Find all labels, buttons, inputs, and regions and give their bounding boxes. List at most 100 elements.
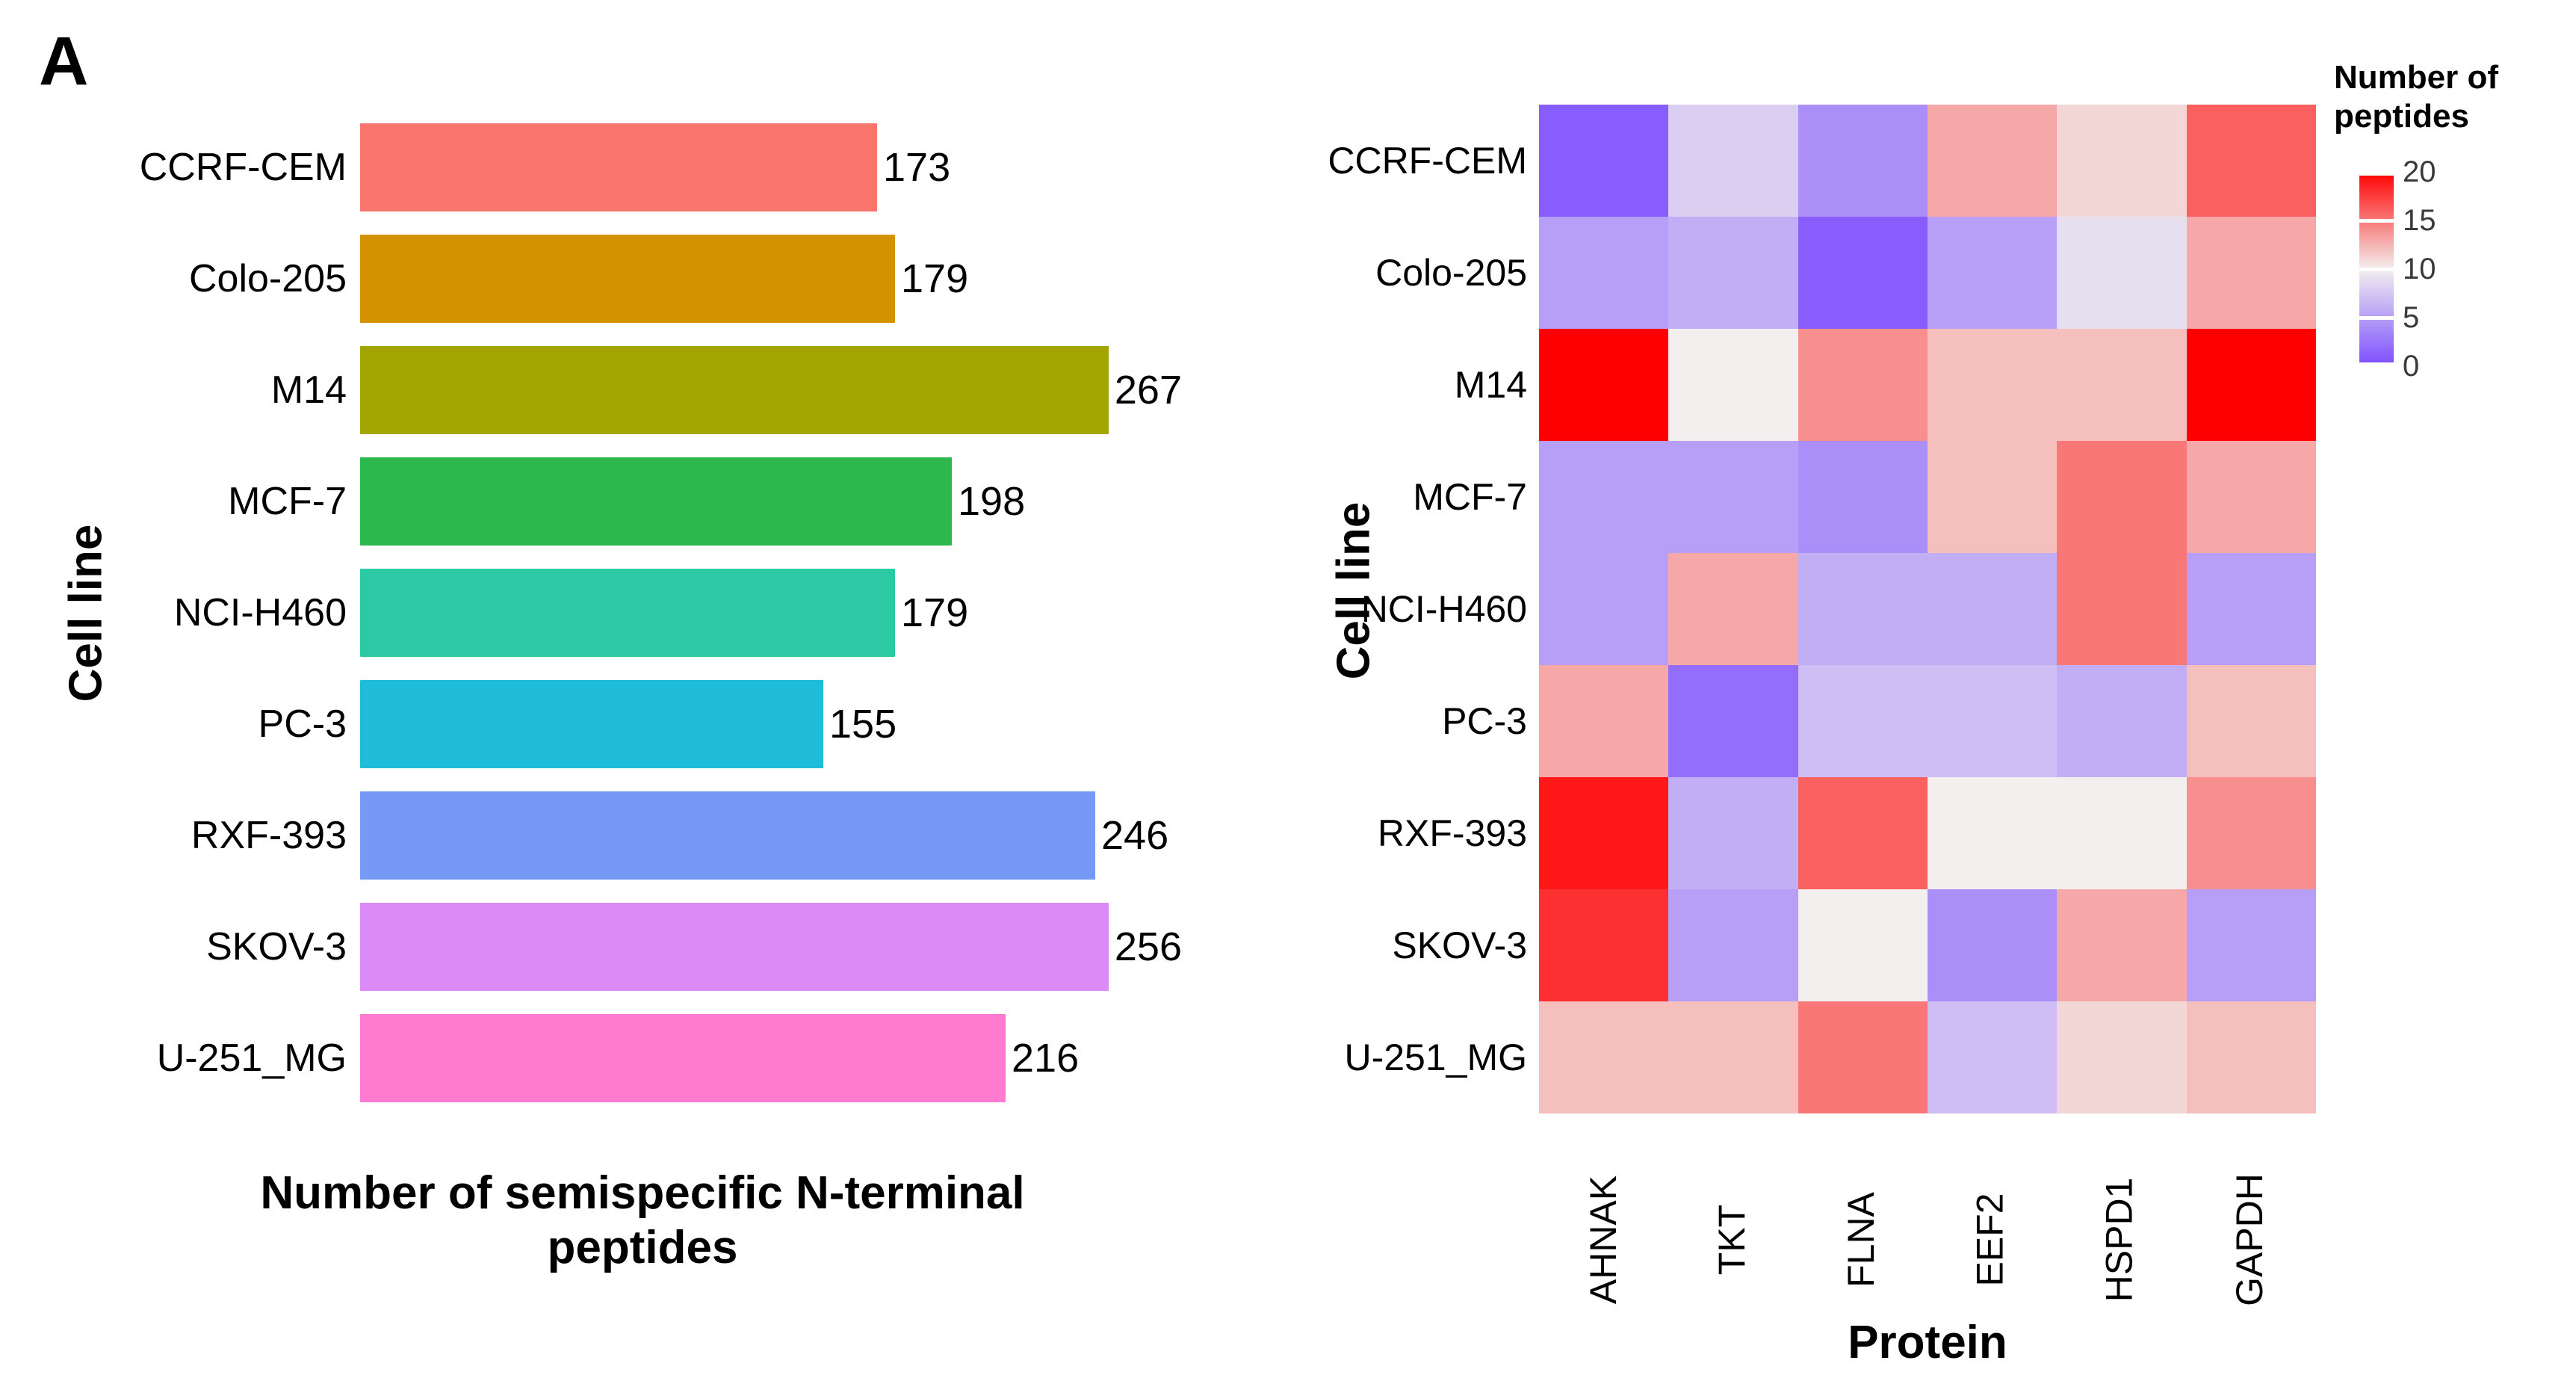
heatmap-row-label: MCF-7 — [1413, 476, 1527, 518]
bar-category-label: NCI-H460 — [173, 591, 347, 634]
colorbar-tick-mark — [2359, 362, 2394, 366]
panel-a: A Cell line CCRF-CEM 173 Colo-205 179 M14 267… — [30, 0, 1182, 1274]
panel-a-y-axis-title-text: Cell line — [60, 524, 112, 702]
heatmap-row-label: RXF-393 — [1377, 812, 1527, 854]
heatmap-cell — [1927, 441, 2058, 553]
heatmap-column-label: TKT — [1711, 1204, 1753, 1276]
bar-value-label: 179 — [901, 256, 969, 302]
bar-category-label: MCF-7 — [228, 480, 347, 524]
heatmap-cell — [1927, 889, 2058, 1001]
heatmap-column-label-cell: EEF2 — [1925, 1121, 2054, 1345]
colorbar-tick-mark — [2359, 218, 2394, 223]
bar-value-label: 267 — [1114, 368, 1182, 413]
heatmap-cell — [1539, 665, 1669, 777]
bar-category-label: RXF-393 — [191, 813, 347, 857]
colorbar-wrapper: 0 5 10 15 20 — [2359, 157, 2494, 381]
heatmap-cell — [2057, 553, 2187, 665]
heatmap-legend: Number of peptides 0 5 10 15 20 — [2334, 58, 2573, 381]
bar-chart-plot-area: CCRF-CEM 173 Colo-205 179 M14 267 MCF-7 198 NCI-… — [140, 112, 1182, 1113]
bar — [360, 902, 1109, 991]
heatmap-cell — [1798, 1001, 1928, 1113]
heatmap-row-label: Colo-205 — [1375, 252, 1527, 294]
heatmap-cell — [1668, 217, 1798, 329]
heatmap-cell — [2186, 105, 2316, 217]
heatmap-cell — [1539, 329, 1669, 441]
heatmap-column-label-cell: GAPDH — [2183, 1121, 2316, 1345]
heatmap-cell — [1927, 1001, 2058, 1113]
bar-value-label: 173 — [883, 145, 951, 191]
bar-category-label: U-251_MG — [156, 1036, 347, 1080]
heatmap-cell — [1798, 665, 1928, 777]
heatmap-cell — [2057, 1001, 2187, 1113]
bar-category-label: SKOV-3 — [206, 924, 347, 969]
heatmap-column-label: AHNAK — [1582, 1175, 1625, 1305]
bar-row: U-251_MG 216 — [157, 1002, 1182, 1113]
heatmap-cell — [1927, 329, 2058, 441]
legend-title: Number of peptides — [2334, 59, 2498, 135]
heatmap-cell — [1798, 217, 1928, 329]
heatmap-row-label: NCI-H460 — [1360, 588, 1527, 630]
heatmap-cell — [2186, 777, 2316, 889]
bar — [360, 346, 1109, 435]
heatmap-cell — [1539, 1001, 1669, 1113]
heatmap-cell — [1539, 217, 1669, 329]
bar-row: M14 267 — [271, 335, 1182, 446]
heatmap-cell — [2186, 217, 2316, 329]
bar-value-label: 216 — [1012, 1035, 1080, 1081]
bar-value-label: 256 — [1114, 924, 1182, 969]
bar-value-label: 155 — [829, 701, 897, 747]
heatmap-cell — [2186, 553, 2316, 665]
colorbar-tick-label: 0 — [2403, 349, 2420, 383]
heatmap-cell — [1798, 889, 1928, 1001]
heatmap-column-label: EEF2 — [1969, 1193, 2011, 1287]
bar-category-label: Colo-205 — [188, 257, 347, 301]
bar — [360, 123, 877, 212]
heatmap-cell — [1927, 553, 2058, 665]
heatmap-cell — [1539, 105, 1669, 217]
heatmap-row-label: CCRF-CEM — [1328, 140, 1527, 182]
colorbar-tick-mark — [2359, 267, 2394, 271]
heatmap-cell — [2186, 889, 2316, 1001]
bar — [360, 791, 1095, 880]
heatmap-cell — [1668, 329, 1798, 441]
panel-b: B Cell line CCRF-CEMColo-205M14MCF-7NCI-… — [1288, 0, 2576, 1384]
heatmap-row-label: U-251_MG — [1344, 1037, 1527, 1078]
heatmap-cell — [1668, 1001, 1798, 1113]
bar-category-label: PC-3 — [258, 702, 347, 746]
heatmap-row-labels: CCRF-CEM Colo-205 M14 MCF-7 NCI-H460 PC-3 RXF-… — [1288, 105, 1527, 1113]
panel-b-x-axis-title: Protein — [1848, 1317, 2007, 1368]
heatmap-column-label: HSPD1 — [2097, 1177, 2140, 1303]
panel-a-x-axis-title: Number of semispecific N-terminal peptid… — [260, 1167, 1025, 1274]
bar-value-label: 246 — [1101, 812, 1169, 858]
bar-category-label: CCRF-CEM — [139, 146, 347, 190]
heatmap-cell — [1798, 441, 1928, 553]
bar-row: SKOV-3 256 — [206, 891, 1182, 1002]
heatmap-cell — [1668, 665, 1798, 777]
heatmap-cell — [1539, 889, 1669, 1001]
panel-a-y-axis-title: Cell line — [30, 0, 142, 1226]
heatmap-cell — [2186, 665, 2316, 777]
heatmap-cell — [2057, 889, 2187, 1001]
heatmap-cell — [1798, 105, 1928, 217]
bar-row: RXF-393 246 — [191, 779, 1182, 891]
heatmap-grid — [1539, 105, 2316, 1113]
heatmap-cell — [1539, 777, 1669, 889]
heatmap-row-label: SKOV-3 — [1392, 924, 1527, 966]
colorbar-tick-label: 20 — [2403, 155, 2436, 188]
heatmap-cell — [1668, 105, 1798, 217]
heatmap-cell — [2057, 665, 2187, 777]
colorbar-tick-mark — [2359, 315, 2394, 320]
heatmap-cell — [1798, 777, 1928, 889]
heatmap-cell — [1927, 665, 2058, 777]
heatmap-column-label-cell: TKT — [1668, 1121, 1796, 1345]
heatmap-cell — [2057, 105, 2187, 217]
heatmap-cell — [1668, 889, 1798, 1001]
bar — [360, 569, 895, 657]
heatmap-cell — [2186, 1001, 2316, 1113]
heatmap-row-label: M14 — [1454, 364, 1527, 406]
bar-row: PC-3 155 — [258, 668, 1182, 779]
bar-row: MCF-7 198 — [228, 446, 1182, 557]
heatmap-cell — [2057, 217, 2187, 329]
heatmap-cell — [1668, 553, 1798, 665]
